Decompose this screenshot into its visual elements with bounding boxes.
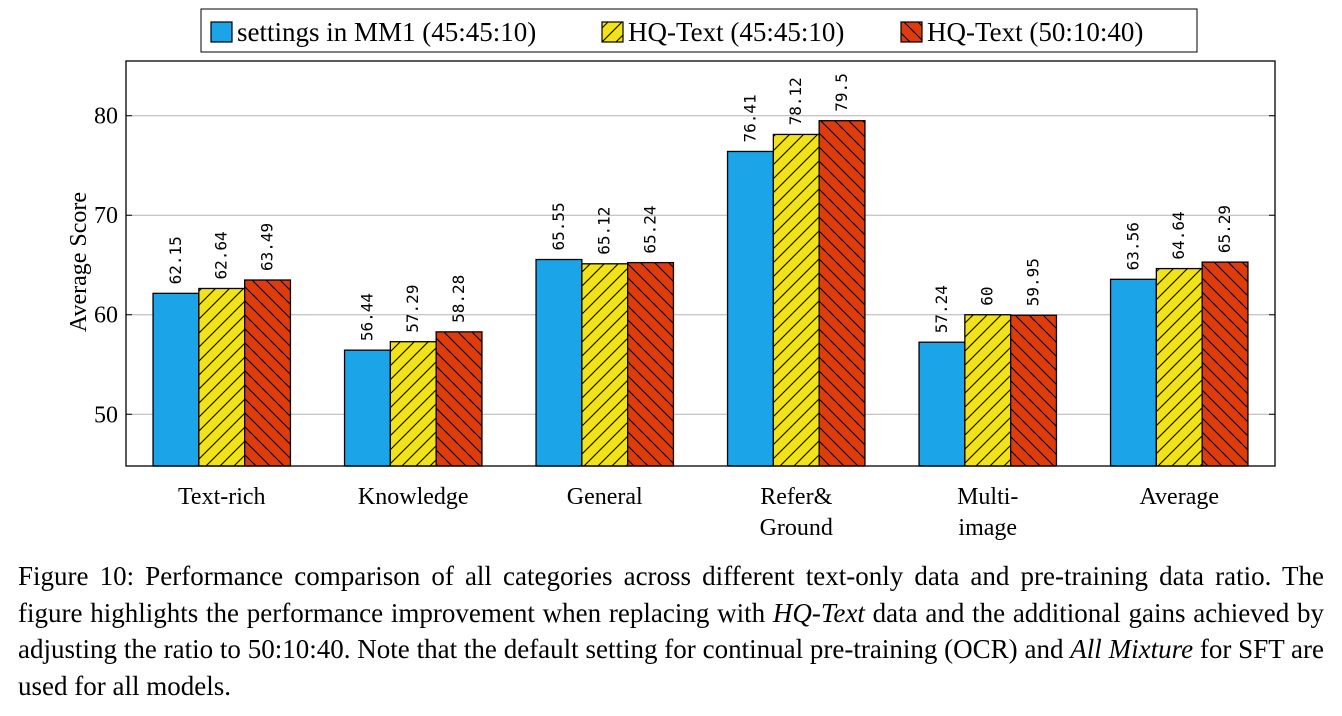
legend-label-2: HQ-Text (45:45:10) (628, 17, 844, 47)
y-axis-label: Average Score (66, 192, 92, 332)
category-label-multi-image-line-2: image (958, 515, 1017, 541)
bar-general-series-1 (536, 259, 582, 466)
bar-average-series-1 (1110, 279, 1157, 466)
bar-hatch-knowledge-series-3 (436, 331, 482, 466)
value-label-text-rich-series-1: 62.15 (166, 236, 185, 284)
value-label-knowledge-series-1: 56.44 (357, 293, 376, 341)
y-tick-label-60: 60 (94, 303, 118, 329)
bar-hatch-general-series-2 (581, 263, 628, 466)
bar-hatch-refer-ground-series-2 (773, 134, 820, 466)
legend-swatch-1 (211, 22, 232, 42)
category-label-general: General (567, 484, 643, 510)
caption-emphasis-all-mixture: All Mixture (1070, 634, 1194, 664)
category-label-refer-ground-line-2: Ground (760, 515, 833, 541)
bar-hatch-text-rich-series-3 (244, 280, 291, 466)
legend-swatch-hatch-2 (602, 22, 623, 42)
legend-swatch-outline-3 (900, 21, 923, 43)
value-label-average-series-2: 64.64 (1169, 211, 1188, 259)
caption-text-2: data and the additional gains achieved b… (18, 597, 1324, 665)
value-label-knowledge-series-3: 58.28 (449, 275, 468, 323)
bar-hatch-knowledge-series-2 (390, 341, 437, 466)
value-label-multi-image-series-1: 57.24 (932, 285, 951, 333)
figure: 50 60 70 80 62.15 56.44 65.55 76.41 57.24 63.56 62… (66, 8, 1276, 541)
y-tick-label-50: 50 (94, 402, 118, 428)
bar-hatch-multi-image-series-2 (964, 314, 1011, 466)
legend-label-1: settings in MM1 (45:45:10) (237, 17, 536, 47)
category-label-text-rich: Text-rich (178, 484, 266, 510)
value-label-general-series-1: 65.55 (549, 202, 568, 250)
bar-hatch-average-series-2 (1156, 268, 1203, 466)
bar-hatch-average-series-3 (1202, 262, 1248, 466)
bar-hatch-general-series-3 (627, 262, 674, 466)
figure-caption: Figure 10: Performance comparison of all… (18, 558, 1324, 704)
value-label-knowledge-series-2: 57.29 (403, 285, 422, 333)
value-label-refer-ground-series-1: 76.41 (740, 94, 759, 142)
caption-text-3: for SFT are used for all models. (18, 634, 1324, 701)
legend-swatch-outline-1 (210, 21, 233, 43)
category-label-average: Average (1140, 484, 1220, 510)
category-label-multi-image-line-1: Multi- (957, 484, 1018, 510)
category-label-refer-ground-line-1: Refer& (760, 484, 832, 510)
bar-refer-ground-series-1 (727, 151, 774, 467)
value-label-text-rich-series-3: 63.49 (258, 223, 277, 271)
value-label-multi-image-series-3: 59.95 (1024, 258, 1043, 306)
value-label-text-rich-series-2: 62.64 (212, 231, 231, 279)
value-label-refer-ground-series-2: 78.12 (786, 77, 805, 125)
caption-text-1: Figure 10: Performance comparison of all… (18, 561, 1324, 628)
bar-hatch-refer-ground-series-3 (819, 120, 865, 466)
value-label-refer-ground-series-3: 79.5 (832, 73, 851, 112)
caption-emphasis-hq-text: HQ-Text (772, 597, 865, 628)
value-label-multi-image-series-2: 60 (978, 286, 997, 305)
bar-hatch-text-rich-series-2 (198, 288, 245, 466)
y-tick-label-70: 70 (94, 203, 118, 229)
category-label-knowledge: Knowledge (358, 484, 469, 510)
y-tick-label-80: 80 (94, 104, 118, 130)
bar-knowledge-series-1 (344, 350, 391, 466)
legend-swatch-hatch-3 (901, 22, 922, 42)
legend-label-3: HQ-Text (50:10:40) (927, 17, 1143, 47)
bar-multi-image-series-1 (919, 342, 965, 466)
value-label-general-series-3: 65.24 (641, 205, 660, 253)
legend (200, 8, 1198, 53)
value-label-general-series-2: 65.12 (595, 207, 614, 255)
bar-text-rich-series-1 (153, 293, 199, 466)
plot-frame (125, 60, 1276, 467)
legend-swatch-outline-2 (601, 21, 624, 43)
value-label-average-series-3: 65.29 (1215, 205, 1234, 253)
bar-chart: 50 60 70 80 62.15 56.44 65.55 76.41 57.24 63.56 62… (66, 8, 1276, 541)
value-label-average-series-1: 63.56 (1123, 222, 1142, 270)
bar-hatch-multi-image-series-3 (1010, 315, 1057, 466)
